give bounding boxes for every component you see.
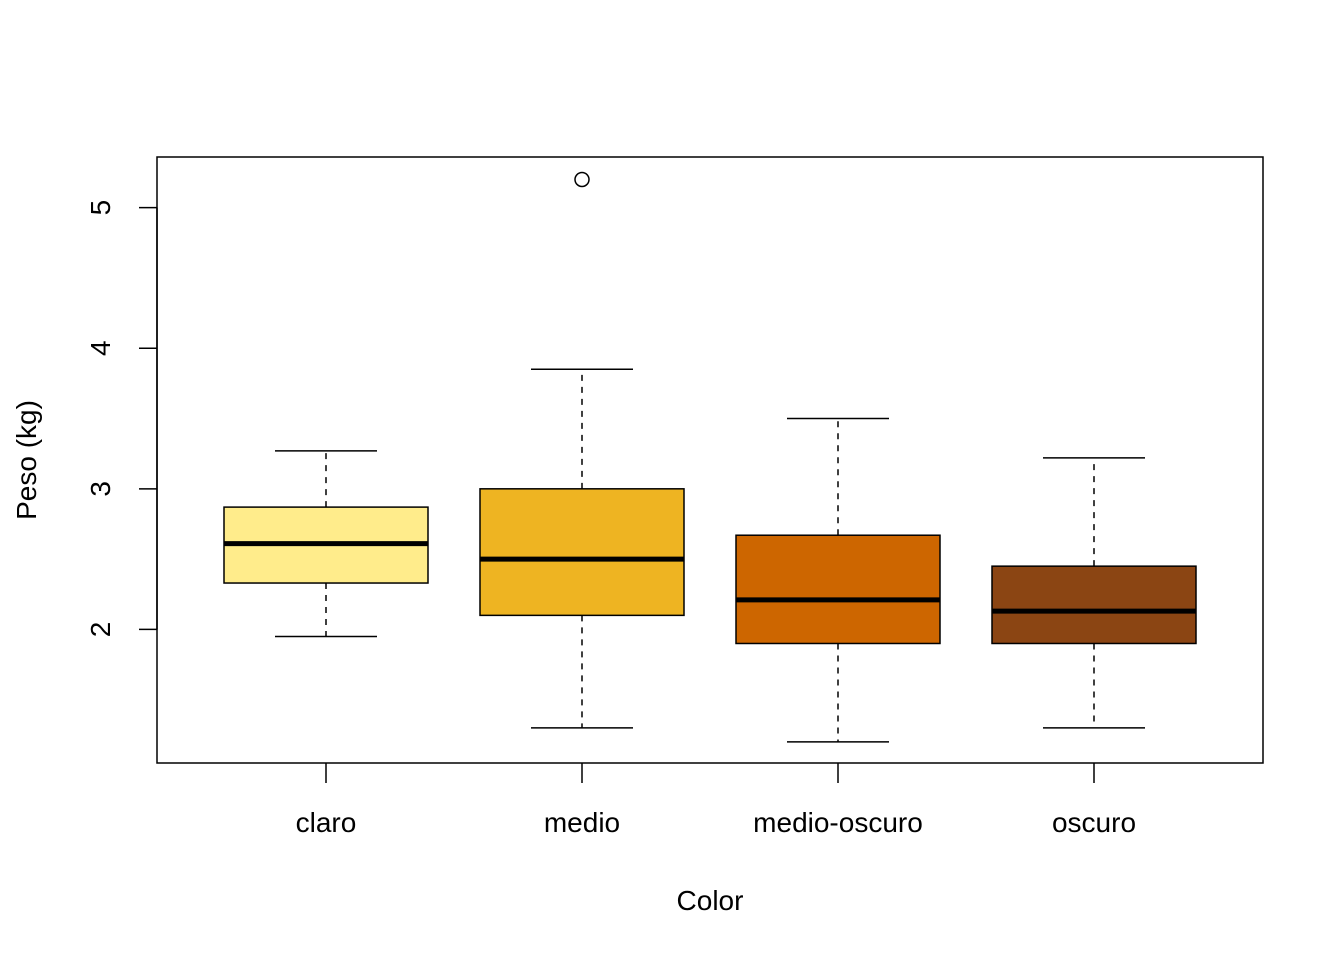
box-group-claro [223,450,429,638]
x-tick-label-medio: medio [544,807,620,838]
box-group-oscuro [991,457,1197,729]
x-tick-label-claro: claro [296,807,357,838]
plot-frame [156,156,1264,764]
y-axis: 2 3 4 5 [85,200,158,638]
y-tick-label-5: 5 [85,200,116,216]
y-tick-label-2: 2 [85,622,116,638]
x-tick-label-medio-oscuro: medio-oscuro [753,807,923,838]
y-tick-label-4: 4 [85,340,116,356]
y-tick-label-3: 3 [85,481,116,497]
x-axis-label: Color [677,885,744,916]
box-medio-oscuro [735,534,941,645]
plot-layer [223,171,1197,743]
outlier-point-medio-0 [574,171,590,188]
box-medio [479,488,685,617]
box-group-medio [479,171,685,729]
y-axis-label: Peso (kg) [11,400,42,520]
box-oscuro [991,565,1197,645]
x-axis: claro medio medio-oscuro oscuro [296,763,1136,838]
x-tick-label-oscuro: oscuro [1052,807,1136,838]
box-group-medio-oscuro [735,417,941,743]
